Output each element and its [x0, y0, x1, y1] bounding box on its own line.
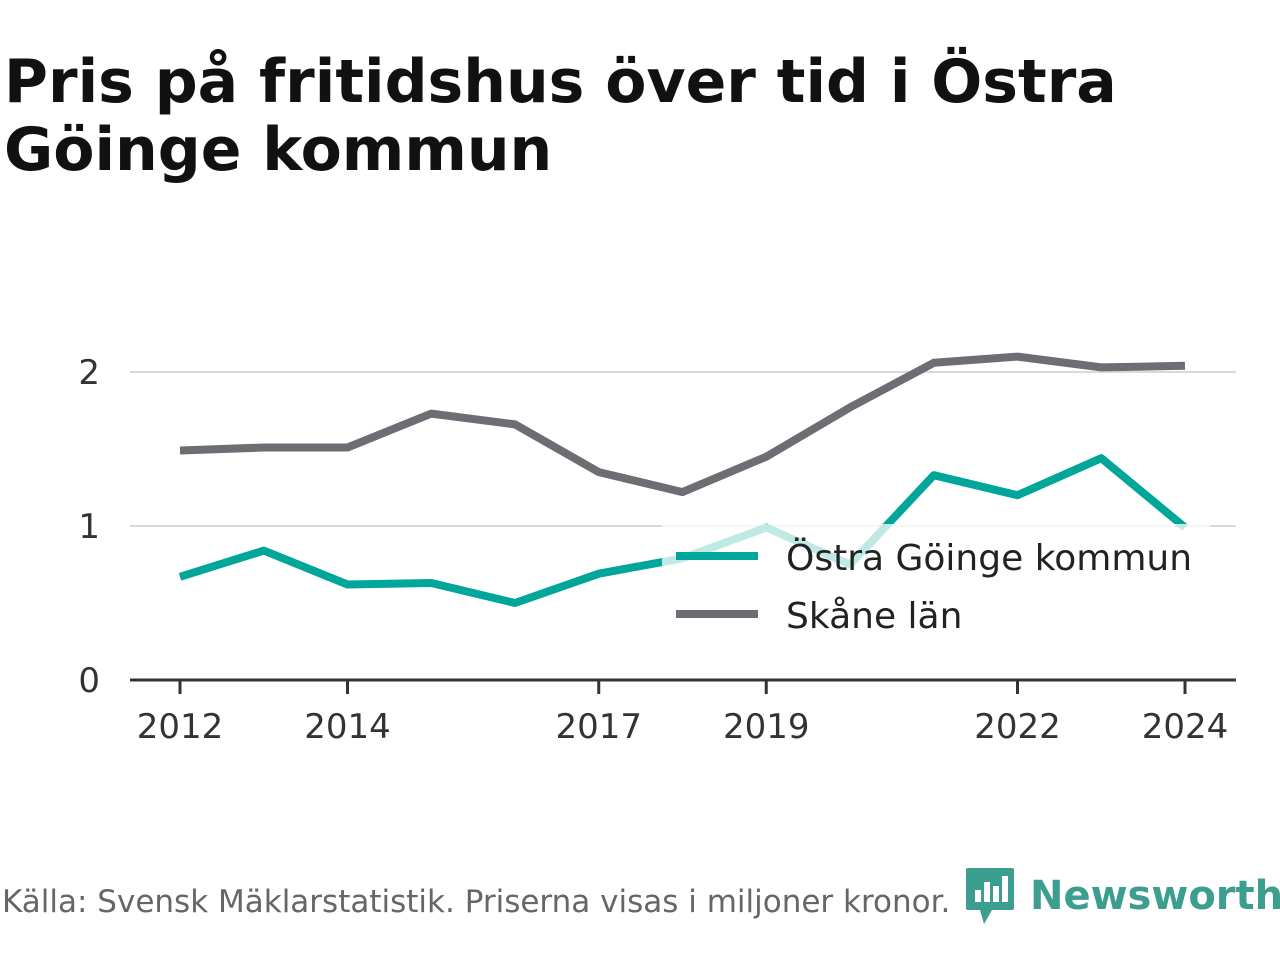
legend-background [662, 524, 1210, 644]
legend: Östra Göinge kommun Skåne län [662, 524, 1210, 644]
axes: 0 1 2 2012 2014 2017 2019 2022 2024 [78, 353, 1236, 747]
legend-label-ostra-goinge: Östra Göinge kommun [786, 537, 1192, 579]
legend-label-skane: Skåne län [786, 596, 962, 637]
x-tick-label-2019: 2019 [723, 707, 810, 747]
chart-title: Pris på fritidshus över tid i Östra Göin… [4, 47, 1117, 185]
brand-name: Newsworthy [1030, 873, 1280, 919]
newsworthy-logo-icon [966, 868, 1014, 924]
y-tick-label-2: 2 [78, 353, 100, 393]
y-tick-label-1: 1 [78, 507, 100, 547]
y-tick-label-0: 0 [78, 661, 100, 701]
x-tick-label-2012: 2012 [137, 707, 224, 747]
series-line-skane [179, 352, 1186, 497]
x-tick-label-2024: 2024 [1142, 707, 1229, 747]
x-tick-label-2017: 2017 [555, 707, 642, 747]
brand-logo: Newsworthy [964, 866, 1280, 926]
line-chart: 0 1 2 2012 2014 2017 2019 2022 2024 Östra Göinge… [78, 352, 1236, 747]
x-tick-label-2022: 2022 [974, 707, 1061, 747]
x-tick-label-2014: 2014 [304, 707, 391, 747]
source-note: Källa: Svensk Mäklarstatistik. Priserna … [2, 884, 951, 920]
